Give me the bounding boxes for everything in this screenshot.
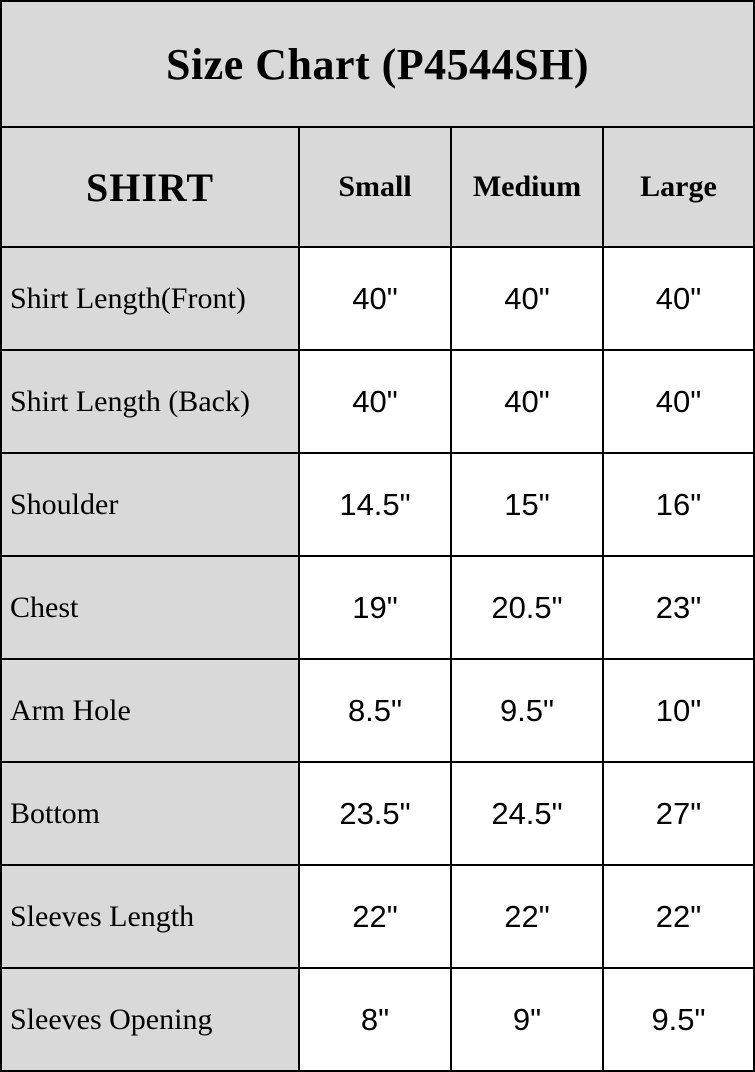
size-value-large: 22" [602, 864, 755, 969]
size-value-medium: 9" [450, 967, 604, 1072]
size-value-medium: 40" [450, 349, 604, 454]
size-value-small: 40" [298, 349, 452, 454]
size-value-large: 10" [602, 658, 755, 763]
size-value-large: 23" [602, 555, 755, 660]
size-value-medium: 22" [450, 864, 604, 969]
size-value-medium: 24.5" [450, 761, 604, 866]
header-row: SHIRT Small Medium Large [0, 126, 755, 248]
table-row-shoulder: Shoulder 14.5" 15" 16" [0, 452, 755, 557]
row-label: Shirt Length (Back) [0, 349, 300, 454]
size-value-small: 23.5" [298, 761, 452, 866]
table-row-bottom: Bottom 23.5" 24.5" 27" [0, 761, 755, 866]
table-row-chest: Chest 19" 20.5" 23" [0, 555, 755, 660]
size-value-small: 22" [298, 864, 452, 969]
row-label: Shirt Length(Front) [0, 246, 300, 351]
row-label: Bottom [0, 761, 300, 866]
column-header-medium: Medium [450, 126, 604, 248]
row-label: Sleeves Opening [0, 967, 300, 1072]
row-label: Arm Hole [0, 658, 300, 763]
size-value-large: 27" [602, 761, 755, 866]
size-value-small: 8" [298, 967, 452, 1072]
table-row-sleeves-length: Sleeves Length 22" 22" 22" [0, 864, 755, 969]
size-value-large: 9.5" [602, 967, 755, 1072]
size-value-medium: 15" [450, 452, 604, 557]
size-value-small: 19" [298, 555, 452, 660]
size-value-large: 40" [602, 246, 755, 351]
size-value-small: 14.5" [298, 452, 452, 557]
table-row-arm-hole: Arm Hole 8.5" 9.5" 10" [0, 658, 755, 763]
row-label: Shoulder [0, 452, 300, 557]
size-value-medium: 9.5" [450, 658, 604, 763]
column-header-small: Small [298, 126, 452, 248]
table-row-shirt-length-back: Shirt Length (Back) 40" 40" 40" [0, 349, 755, 454]
size-value-large: 40" [602, 349, 755, 454]
row-label: Chest [0, 555, 300, 660]
size-value-medium: 20.5" [450, 555, 604, 660]
size-value-medium: 40" [450, 246, 604, 351]
size-value-small: 8.5" [298, 658, 452, 763]
size-value-large: 16" [602, 452, 755, 557]
column-header-shirt: SHIRT [0, 126, 300, 248]
row-label: Sleeves Length [0, 864, 300, 969]
column-header-large: Large [602, 126, 755, 248]
chart-title: Size Chart (P4544SH) [0, 0, 755, 128]
title-row: Size Chart (P4544SH) [0, 0, 755, 128]
table-row-sleeves-opening: Sleeves Opening 8" 9" 9.5" [0, 967, 755, 1072]
size-value-small: 40" [298, 246, 452, 351]
table-row-shirt-length-front: Shirt Length(Front) 40" 40" 40" [0, 246, 755, 351]
